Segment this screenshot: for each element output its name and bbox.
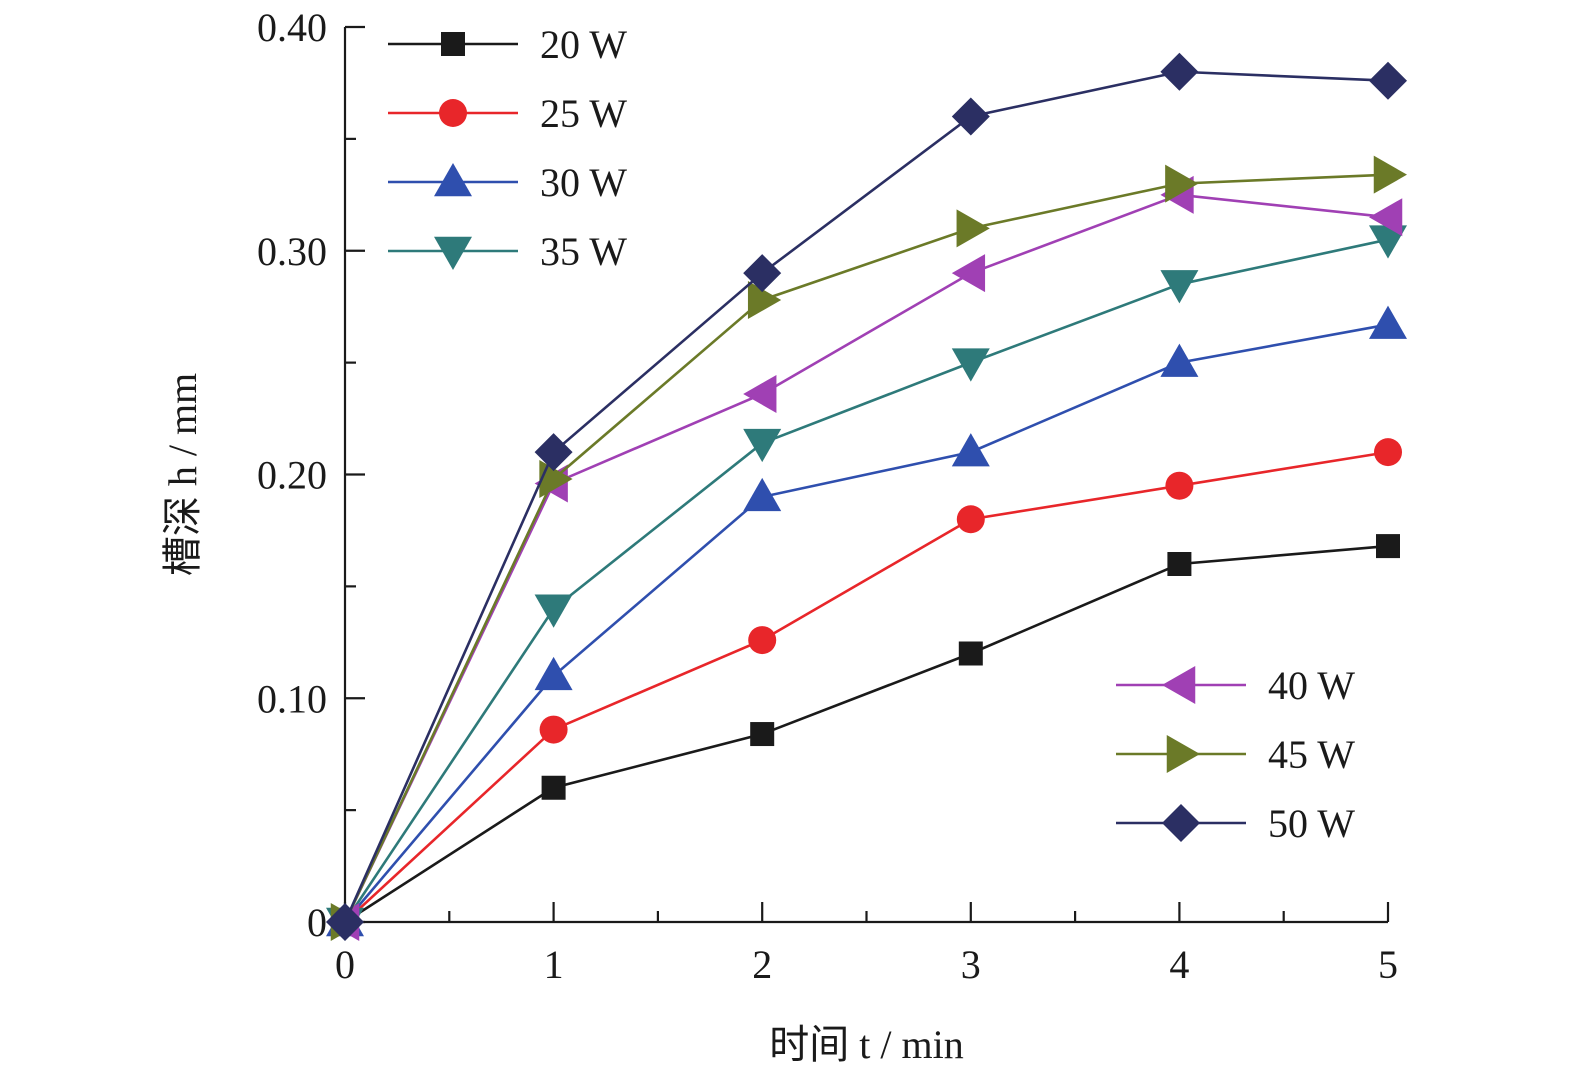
series-group [326,52,1407,941]
data-point-45w [1373,155,1407,194]
data-point-30w [534,656,573,691]
data-point-25w [748,626,777,655]
data-point-20w [1376,534,1400,559]
legend-entry-30w: 30 W [388,160,627,205]
series-line-45w [343,173,1389,923]
legend-entry-25w: 25 W [388,91,627,136]
legend-entry-45w: 45 W [1116,732,1355,777]
data-point-45w [1165,164,1199,203]
legend-entry-35w: 35 W [388,229,627,274]
data-point-30w [743,477,782,512]
legend-label-30w: 30 W [540,160,627,205]
y-tick-label: 0.30 [257,229,327,274]
data-point-30w [1369,305,1407,339]
legend-marker-40w [1162,666,1196,704]
data-point-25w [539,715,568,744]
legend-label-20w: 20 W [540,22,627,67]
data-point-35w [743,428,782,463]
series-line-25w [344,450,1389,923]
legend: 20 W 25 W 30 W 35 W 40 W 45 W 50 W [388,22,1355,846]
x-tick-label: 2 [752,942,772,987]
data-point-35w [1369,225,1407,259]
data-point-25w [1165,471,1194,500]
y-tick-label: 0 [307,900,327,945]
y-tick-label: 0.10 [257,676,327,721]
x-axis-title: 时间 t / min [769,1022,963,1067]
data-point-50w [534,433,573,472]
data-point-20w [541,775,566,800]
data-point-40w [1369,198,1403,237]
data-point-50w [1369,61,1407,100]
legend-label-50w: 50 W [1268,801,1355,846]
data-point-50w [326,903,364,941]
series-line-40w [343,193,1389,923]
series-line-30w [344,323,1389,923]
axes: 0 1 2 3 4 5 0 0.10 0.20 0.30 0.40 [257,5,1398,987]
legend-label-40w: 40 W [1268,663,1355,708]
legend-marker-20w [441,32,465,56]
data-point-20w [750,722,775,747]
x-tick-label: 3 [961,942,981,987]
data-point-30w [1160,343,1199,377]
data-point-35w [1160,270,1199,304]
series-line-50w [343,70,1389,923]
x-tick-label: 4 [1169,942,1189,987]
data-point-45w [956,209,990,248]
legend-label-45w: 45 W [1268,732,1355,777]
x-tick-label: 1 [544,942,564,987]
legend-marker-30w [434,163,472,197]
y-tick-label: 0.20 [257,453,327,498]
series-line-35w [343,238,1389,923]
series-20w [333,534,1400,934]
legend-entry-20w: 20 W [388,22,627,67]
x-tick-label: 0 [335,942,355,987]
legend-label-35w: 35 W [540,229,627,274]
legend-block-top-left: 20 W 25 W 30 W 35 W [388,22,627,274]
series-50w [326,52,1407,941]
legend-block-bottom-right: 40 W 45 W 50 W [1116,663,1355,846]
legend-marker-25w [439,99,467,127]
x-tick-label: 5 [1378,942,1398,987]
data-point-20w [958,641,983,666]
data-point-50w [743,254,782,293]
data-point-45w [539,459,573,498]
data-point-40w [743,374,777,413]
data-point-35w [951,348,990,382]
series-25w [331,438,1402,936]
data-point-50w [951,97,990,136]
legend-marker-45w [1166,735,1200,773]
legend-marker-35w [434,236,472,270]
legend-entry-40w: 40 W [1116,663,1355,708]
legend-entry-50w: 50 W [1116,801,1355,846]
legend-label-25w: 25 W [540,91,627,136]
data-point-25w [1374,438,1402,467]
y-tick-label: 0.40 [257,5,327,50]
data-point-20w [1167,552,1192,576]
legend-marker-50w [1162,804,1200,842]
series-line-20w [344,544,1389,924]
data-point-35w [534,594,573,628]
data-point-45w [747,280,782,319]
data-point-25w [956,505,985,534]
y-axis-title: 槽深 h / mm [160,373,205,576]
data-point-40w [951,254,986,293]
data-point-30w [951,433,990,467]
data-point-50w [1160,52,1199,91]
